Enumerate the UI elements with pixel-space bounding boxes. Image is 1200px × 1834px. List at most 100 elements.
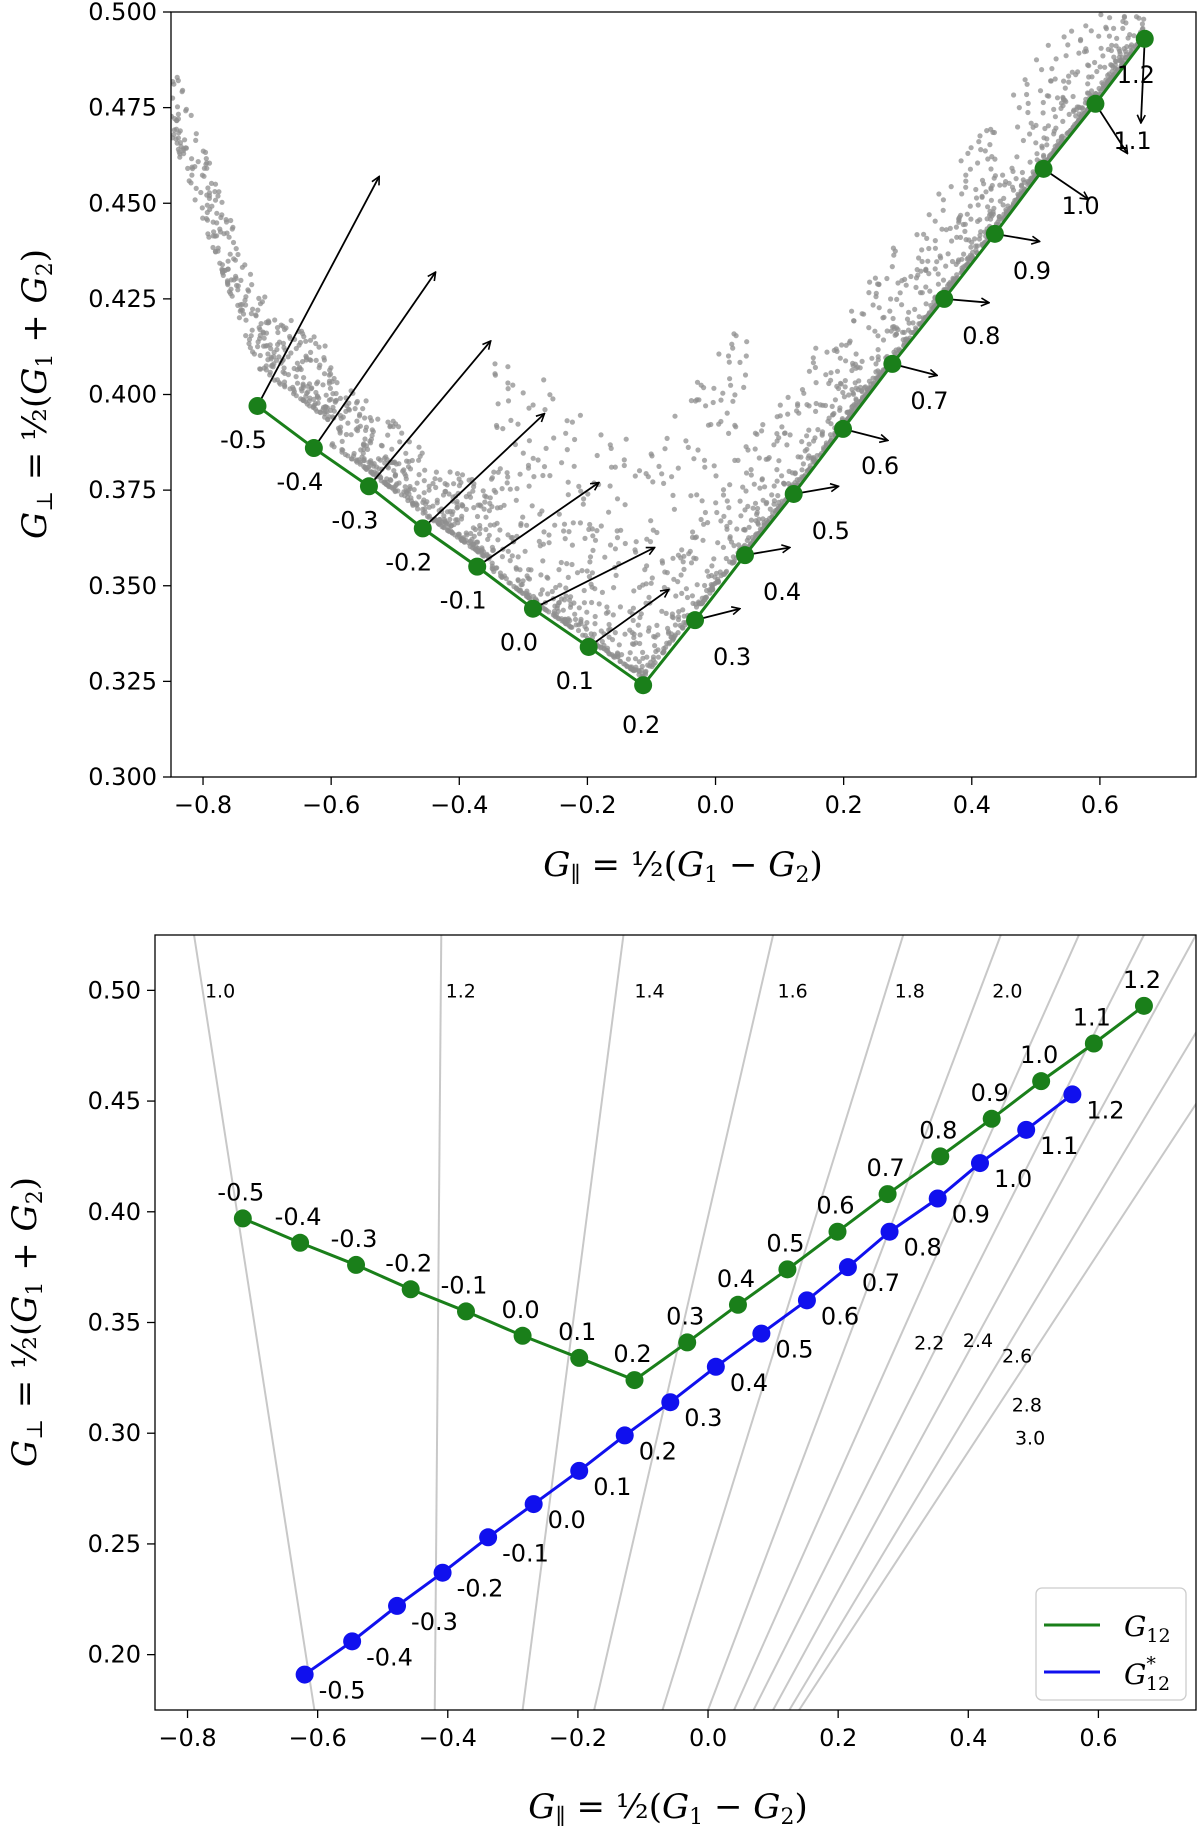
scatter-point bbox=[538, 592, 543, 597]
scatter-point bbox=[204, 160, 209, 165]
scatter-point bbox=[737, 360, 742, 365]
scatter-point bbox=[644, 563, 649, 568]
scatter-point bbox=[637, 468, 642, 473]
scatter-point bbox=[721, 487, 726, 492]
y-tick-label-bottom: 0.20 bbox=[88, 1641, 141, 1669]
point-label-top: -0.3 bbox=[332, 506, 379, 534]
scatter-point bbox=[959, 191, 964, 196]
scatter-point bbox=[786, 395, 791, 400]
scatter-point bbox=[775, 479, 780, 484]
scatter-point bbox=[831, 411, 836, 416]
scatter-point bbox=[281, 341, 286, 346]
scatter-point bbox=[214, 220, 219, 225]
scatter-point bbox=[734, 526, 739, 531]
scatter-point bbox=[278, 382, 283, 387]
scatter-point bbox=[648, 518, 653, 523]
scatter-point bbox=[422, 490, 427, 495]
scatter-point bbox=[1034, 57, 1039, 62]
scatter-point bbox=[272, 350, 277, 355]
data-point-g12-top bbox=[580, 638, 598, 656]
scatter-point bbox=[515, 422, 520, 427]
data-point-g12-top bbox=[414, 519, 432, 537]
scatter-point bbox=[1122, 15, 1127, 20]
scatter-point bbox=[406, 464, 411, 469]
scatter-point bbox=[1089, 28, 1094, 33]
scatter-point bbox=[915, 267, 920, 272]
scatter-point bbox=[638, 632, 643, 637]
scatter-point bbox=[874, 291, 879, 296]
scatter-point bbox=[368, 415, 373, 420]
scatter-point bbox=[542, 407, 547, 412]
scatter-point bbox=[475, 549, 480, 554]
scatter-point bbox=[666, 629, 671, 634]
scatter-point bbox=[759, 428, 764, 433]
scatter-point bbox=[309, 386, 314, 391]
scatter-point bbox=[876, 347, 881, 352]
scatter-point bbox=[204, 166, 209, 171]
scatter-point bbox=[300, 359, 305, 364]
scatter-point bbox=[806, 453, 811, 458]
bottom-chart-panel: 1.0 1.2 1.4 1.6 1.8 2.02.2 2.42.62.83.0 -0.5-0… bbox=[5, 935, 1200, 1830]
data-point-g12-bottom bbox=[983, 1110, 1001, 1128]
scatter-point bbox=[502, 573, 507, 578]
scatter-point bbox=[715, 540, 720, 545]
isoline-label: 2.2 bbox=[914, 1332, 944, 1354]
scatter-point bbox=[315, 379, 320, 384]
scatter-point bbox=[541, 377, 546, 382]
scatter-point bbox=[388, 423, 393, 428]
scatter-point bbox=[962, 229, 967, 234]
scatter-point bbox=[427, 484, 432, 489]
x-tick-label-top: 0.6 bbox=[1081, 791, 1119, 819]
scatter-point bbox=[347, 407, 352, 412]
scatter-point bbox=[505, 532, 510, 537]
scatter-point bbox=[194, 186, 199, 191]
scatter-point bbox=[721, 492, 726, 497]
scatter-point bbox=[600, 590, 605, 595]
scatter-point bbox=[873, 376, 878, 381]
data-point-g12-star-bottom bbox=[479, 1528, 497, 1546]
scatter-point bbox=[227, 289, 232, 294]
scatter-point bbox=[255, 344, 260, 349]
scatter-point bbox=[683, 438, 688, 443]
scatter-point bbox=[1027, 131, 1032, 136]
scatter-point bbox=[538, 572, 543, 577]
scatter-point bbox=[905, 317, 910, 322]
scatter-point bbox=[340, 439, 345, 444]
scatter-point bbox=[1096, 34, 1101, 39]
scatter-point bbox=[200, 173, 205, 178]
scatter-point bbox=[828, 378, 833, 383]
scatter-point bbox=[669, 474, 674, 479]
y-tick-label-top: 0.350 bbox=[88, 572, 157, 600]
data-point-g12-bottom bbox=[457, 1302, 475, 1320]
scatter-point bbox=[391, 468, 396, 473]
scatter-point bbox=[961, 252, 966, 257]
scatter-point bbox=[1083, 46, 1088, 51]
point-label-g12-bottom: -0.2 bbox=[385, 1249, 432, 1277]
scatter-point bbox=[613, 630, 618, 635]
scatter-point bbox=[571, 520, 576, 525]
scatter-point bbox=[250, 349, 255, 354]
point-label-g12-star-bottom: 0.4 bbox=[730, 1369, 768, 1397]
scatter-point bbox=[695, 582, 700, 587]
scatter-point bbox=[1060, 119, 1065, 124]
scatter-point bbox=[576, 484, 581, 489]
scatter-point bbox=[975, 160, 980, 165]
scatter-point bbox=[963, 185, 968, 190]
scatter-point bbox=[709, 588, 714, 593]
scatter-point bbox=[1109, 43, 1114, 48]
scatter-point bbox=[205, 185, 210, 190]
scatter-point bbox=[450, 509, 455, 514]
scatter-point bbox=[755, 520, 760, 525]
point-label-g12-star-bottom: 0.2 bbox=[639, 1437, 677, 1465]
scatter-point bbox=[385, 433, 390, 438]
scatter-point bbox=[713, 473, 718, 478]
scatter-point bbox=[264, 343, 269, 348]
scatter-point bbox=[676, 553, 681, 558]
scatter-point bbox=[375, 417, 380, 422]
scatter-point bbox=[774, 467, 779, 472]
point-label-g12-star-bottom: 1.0 bbox=[994, 1165, 1032, 1193]
data-point-g12-star-bottom bbox=[343, 1632, 361, 1650]
scatter-point bbox=[559, 460, 564, 465]
scatter-point bbox=[457, 476, 462, 481]
scatter-point bbox=[412, 487, 417, 492]
